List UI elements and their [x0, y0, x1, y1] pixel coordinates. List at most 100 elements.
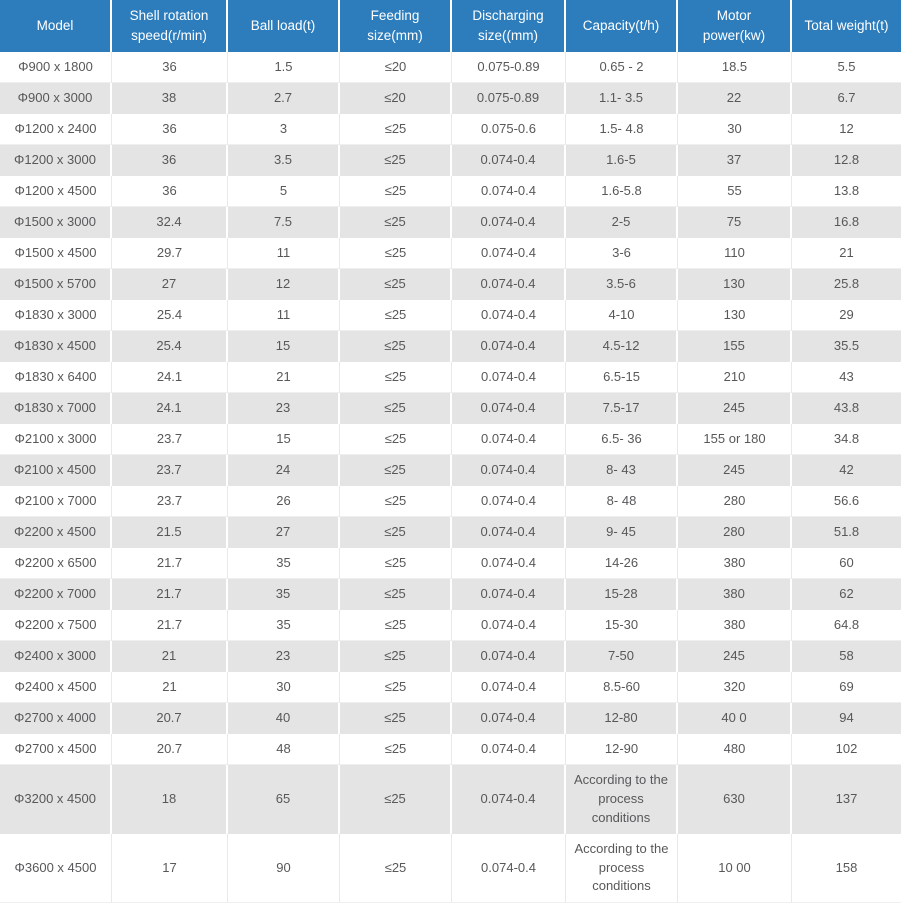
- table-cell: 0.65 - 2: [566, 52, 678, 83]
- table-cell: 55: [678, 176, 792, 207]
- table-row: Φ3600 x 4500 17 90 ≤25 0.074-0.4 According to…: [0, 834, 901, 903]
- table-cell: ≤25: [340, 455, 452, 486]
- table-cell: 25.4: [112, 300, 228, 331]
- table-cell: 0.074-0.4: [452, 269, 566, 300]
- table-cell: 35: [228, 579, 340, 610]
- table-cell: 51.8: [792, 517, 901, 548]
- table-cell: 30: [228, 672, 340, 703]
- table-cell: Φ2100 x 4500: [0, 455, 112, 486]
- table-cell: 2.7: [228, 83, 340, 114]
- table-cell: 36: [112, 176, 228, 207]
- table-cell: 4.5-12: [566, 331, 678, 362]
- table-row: Φ1830 x 4500 25.4 15 ≤25 0.074-0.4 4.5-12 155 3…: [0, 331, 901, 362]
- table-cell: 0.074-0.4: [452, 672, 566, 703]
- table-row: Φ2200 x 6500 21.7 35 ≤25 0.074-0.4 14-26 380 60: [0, 548, 901, 579]
- table-cell: 12-80: [566, 703, 678, 734]
- table-cell: Φ2700 x 4500: [0, 734, 112, 765]
- table-cell: 5.5: [792, 52, 901, 83]
- table-cell: 40: [228, 703, 340, 734]
- table-cell: 16.8: [792, 207, 901, 238]
- table-row: Φ900 x 3000 38 2.7 ≤20 0.075-0.89 1.1- 3.5 22 6…: [0, 83, 901, 114]
- table-cell: 14-26: [566, 548, 678, 579]
- table-cell: 27: [228, 517, 340, 548]
- table-cell: Φ2700 x 4000: [0, 703, 112, 734]
- table-row: Φ3200 x 4500 18 65 ≤25 0.074-0.4 According to…: [0, 765, 901, 834]
- table-cell: Φ2400 x 3000: [0, 641, 112, 672]
- table-cell: 3-6: [566, 238, 678, 269]
- table-cell: Φ1200 x 2400: [0, 114, 112, 145]
- table-cell: 7.5: [228, 207, 340, 238]
- table-cell: 21.7: [112, 579, 228, 610]
- table-cell: 23: [228, 641, 340, 672]
- table-cell: Φ2200 x 6500: [0, 548, 112, 579]
- table-cell: 0.074-0.4: [452, 362, 566, 393]
- table-row: Φ2100 x 4500 23.7 24 ≤25 0.074-0.4 8- 43 245 42: [0, 455, 901, 486]
- table-cell: ≤25: [340, 672, 452, 703]
- table-cell: 36: [112, 52, 228, 83]
- column-header: Capacity(t/h): [566, 0, 678, 52]
- table-cell: Φ1500 x 3000: [0, 207, 112, 238]
- table-cell: 20.7: [112, 703, 228, 734]
- table-cell: 75: [678, 207, 792, 238]
- table-cell: 380: [678, 610, 792, 641]
- table-cell: ≤25: [340, 486, 452, 517]
- table-cell: 320: [678, 672, 792, 703]
- table-cell: 0.074-0.4: [452, 517, 566, 548]
- table-cell: 0.074-0.4: [452, 176, 566, 207]
- table-cell: 158: [792, 834, 901, 903]
- table-cell: Φ1500 x 4500: [0, 238, 112, 269]
- table-cell: Φ1830 x 4500: [0, 331, 112, 362]
- table-cell: 3.5-6: [566, 269, 678, 300]
- table-cell: 1.6-5: [566, 145, 678, 176]
- table-cell: 21.7: [112, 610, 228, 641]
- table-cell: Φ2100 x 7000: [0, 486, 112, 517]
- table-cell: Φ3200 x 4500: [0, 765, 112, 834]
- table-cell: 65: [228, 765, 340, 834]
- column-header: Shell rotation speed(r/min): [112, 0, 228, 52]
- table-cell: 8- 43: [566, 455, 678, 486]
- table-cell: 21.5: [112, 517, 228, 548]
- table-cell: 43: [792, 362, 901, 393]
- table-cell: 26: [228, 486, 340, 517]
- table-cell: 6.5- 36: [566, 424, 678, 455]
- table-cell: ≤25: [340, 517, 452, 548]
- table-cell: 23.7: [112, 424, 228, 455]
- table-row: Φ1500 x 4500 29.7 11 ≤25 0.074-0.4 3-6 110 21: [0, 238, 901, 269]
- table-cell: 5: [228, 176, 340, 207]
- table-cell: 137: [792, 765, 901, 834]
- table-cell: 48: [228, 734, 340, 765]
- table-cell: 24: [228, 455, 340, 486]
- table-cell: 40 0: [678, 703, 792, 734]
- column-header: Motor power(kw): [678, 0, 792, 52]
- table-cell: 1.6-5.8: [566, 176, 678, 207]
- table-cell: 21.7: [112, 548, 228, 579]
- table-cell: 35: [228, 548, 340, 579]
- table-cell: Φ900 x 3000: [0, 83, 112, 114]
- table-cell: 21: [228, 362, 340, 393]
- table-cell: 58: [792, 641, 901, 672]
- table-cell: 36: [112, 114, 228, 145]
- table-cell: 280: [678, 486, 792, 517]
- table-cell: 18.5: [678, 52, 792, 83]
- table-cell: Φ2100 x 3000: [0, 424, 112, 455]
- table-row: Φ2400 x 3000 21 23 ≤25 0.074-0.4 7-50 245 58: [0, 641, 901, 672]
- table-row: Φ1830 x 7000 24.1 23 ≤25 0.074-0.4 7.5-17 245 4…: [0, 393, 901, 424]
- table-cell: 6.5-15: [566, 362, 678, 393]
- table-cell: 0.074-0.4: [452, 734, 566, 765]
- table-row: Φ1830 x 3000 25.4 11 ≤25 0.074-0.4 4-10 130 29: [0, 300, 901, 331]
- table-cell: 8- 48: [566, 486, 678, 517]
- table-cell: 0.074-0.4: [452, 641, 566, 672]
- table-cell: Φ1830 x 7000: [0, 393, 112, 424]
- table-cell: 1.5- 4.8: [566, 114, 678, 145]
- table-cell: Φ2400 x 4500: [0, 672, 112, 703]
- table-cell: 3.5: [228, 145, 340, 176]
- table-cell: 35.5: [792, 331, 901, 362]
- table-cell: 34.8: [792, 424, 901, 455]
- table-cell: 27: [112, 269, 228, 300]
- table-row: Φ900 x 1800 36 1.5 ≤20 0.075-0.89 0.65 - 2 18.…: [0, 52, 901, 83]
- table-cell: 245: [678, 393, 792, 424]
- table-cell: 60: [792, 548, 901, 579]
